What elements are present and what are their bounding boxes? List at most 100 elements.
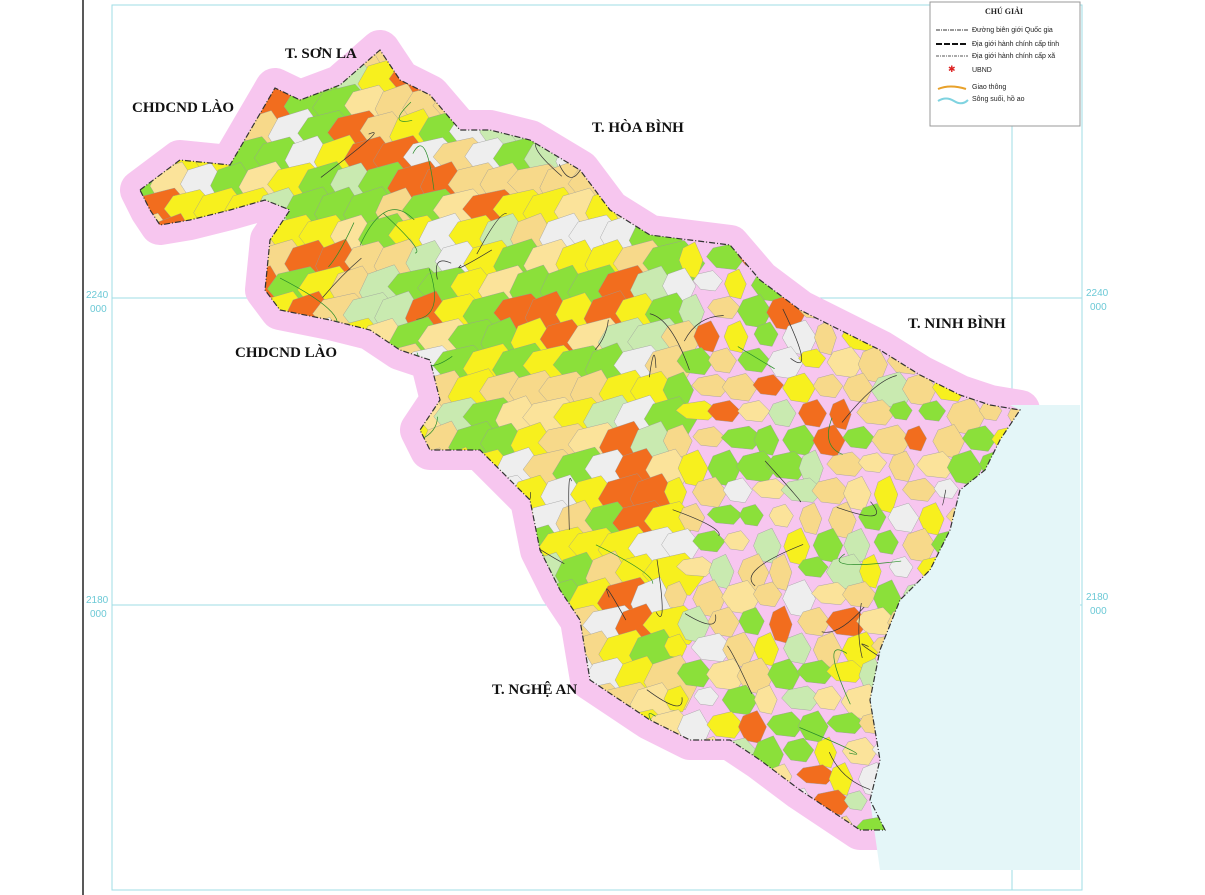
road	[939, 190, 975, 196]
commune	[269, 579, 318, 618]
commune	[509, 734, 558, 780]
commune	[209, 369, 262, 418]
commune	[766, 711, 805, 738]
commune	[419, 784, 468, 830]
commune	[599, 786, 652, 830]
commune	[193, 604, 253, 651]
commune	[195, 810, 240, 830]
commune	[163, 501, 223, 541]
commune	[507, 629, 572, 681]
road	[595, 544, 654, 584]
commune	[238, 526, 298, 572]
commune	[524, 810, 575, 830]
commune	[224, 396, 275, 442]
commune	[298, 629, 353, 680]
commune	[902, 61, 934, 90]
commune	[843, 790, 868, 811]
commune	[947, 241, 981, 280]
commune	[859, 137, 882, 176]
road	[322, 257, 362, 298]
commune	[720, 111, 765, 148]
commune	[297, 526, 359, 571]
commune	[888, 139, 916, 164]
commune	[693, 789, 720, 815]
commune	[140, 344, 184, 391]
commune	[842, 59, 876, 97]
commune	[826, 712, 865, 734]
commune	[753, 424, 780, 456]
commune	[678, 191, 704, 217]
commune	[886, 191, 928, 216]
commune	[723, 530, 750, 551]
commune	[372, 499, 434, 552]
commune	[706, 711, 745, 739]
commune	[707, 296, 741, 320]
road	[332, 460, 373, 510]
commune	[933, 478, 959, 499]
commune	[178, 59, 233, 100]
commune	[644, 136, 694, 181]
commune	[597, 58, 658, 103]
commune	[372, 706, 435, 762]
commune	[479, 577, 533, 626]
commune	[492, 707, 555, 760]
commune	[419, 732, 472, 788]
commune	[826, 451, 866, 477]
commune	[435, 760, 483, 805]
commune	[165, 707, 212, 760]
commune	[164, 50, 214, 79]
commune	[433, 603, 492, 654]
commune	[193, 758, 251, 814]
commune	[192, 655, 254, 704]
road	[684, 613, 717, 625]
commune	[163, 656, 222, 703]
commune	[164, 394, 218, 452]
legend-title: CHÚ GIẢI	[985, 6, 1023, 16]
commune	[871, 112, 909, 146]
commune	[660, 787, 705, 825]
commune	[388, 785, 447, 830]
commune	[570, 838, 618, 883]
commune	[737, 87, 768, 112]
legend-symbol	[937, 85, 967, 90]
road	[828, 417, 843, 455]
commune	[691, 374, 731, 398]
commune	[269, 630, 320, 675]
commune	[798, 242, 824, 276]
commune	[963, 216, 991, 248]
commune	[720, 425, 764, 450]
commune	[708, 347, 737, 374]
road	[655, 559, 663, 617]
road	[432, 635, 495, 647]
commune	[148, 680, 204, 735]
commune	[208, 579, 266, 619]
road	[649, 313, 690, 371]
commune	[148, 475, 207, 515]
commune	[140, 370, 165, 417]
commune	[738, 814, 765, 830]
commune	[253, 396, 311, 439]
commune	[433, 50, 492, 76]
road	[558, 164, 582, 178]
commune	[842, 372, 874, 403]
commune	[270, 527, 318, 566]
commune	[858, 452, 888, 473]
commune	[918, 138, 946, 172]
commune	[179, 422, 228, 469]
commune	[345, 655, 393, 706]
commune	[193, 498, 249, 555]
commune	[358, 369, 414, 420]
commune	[737, 347, 771, 373]
commune	[254, 813, 305, 830]
legend-symbol	[937, 97, 969, 105]
commune	[140, 811, 193, 830]
commune	[404, 499, 456, 551]
commune	[523, 759, 583, 809]
commune	[976, 346, 1017, 381]
commune	[754, 684, 778, 715]
grid-label: 2180	[86, 595, 109, 606]
road	[568, 478, 572, 530]
commune	[612, 85, 676, 126]
commune	[692, 426, 725, 448]
